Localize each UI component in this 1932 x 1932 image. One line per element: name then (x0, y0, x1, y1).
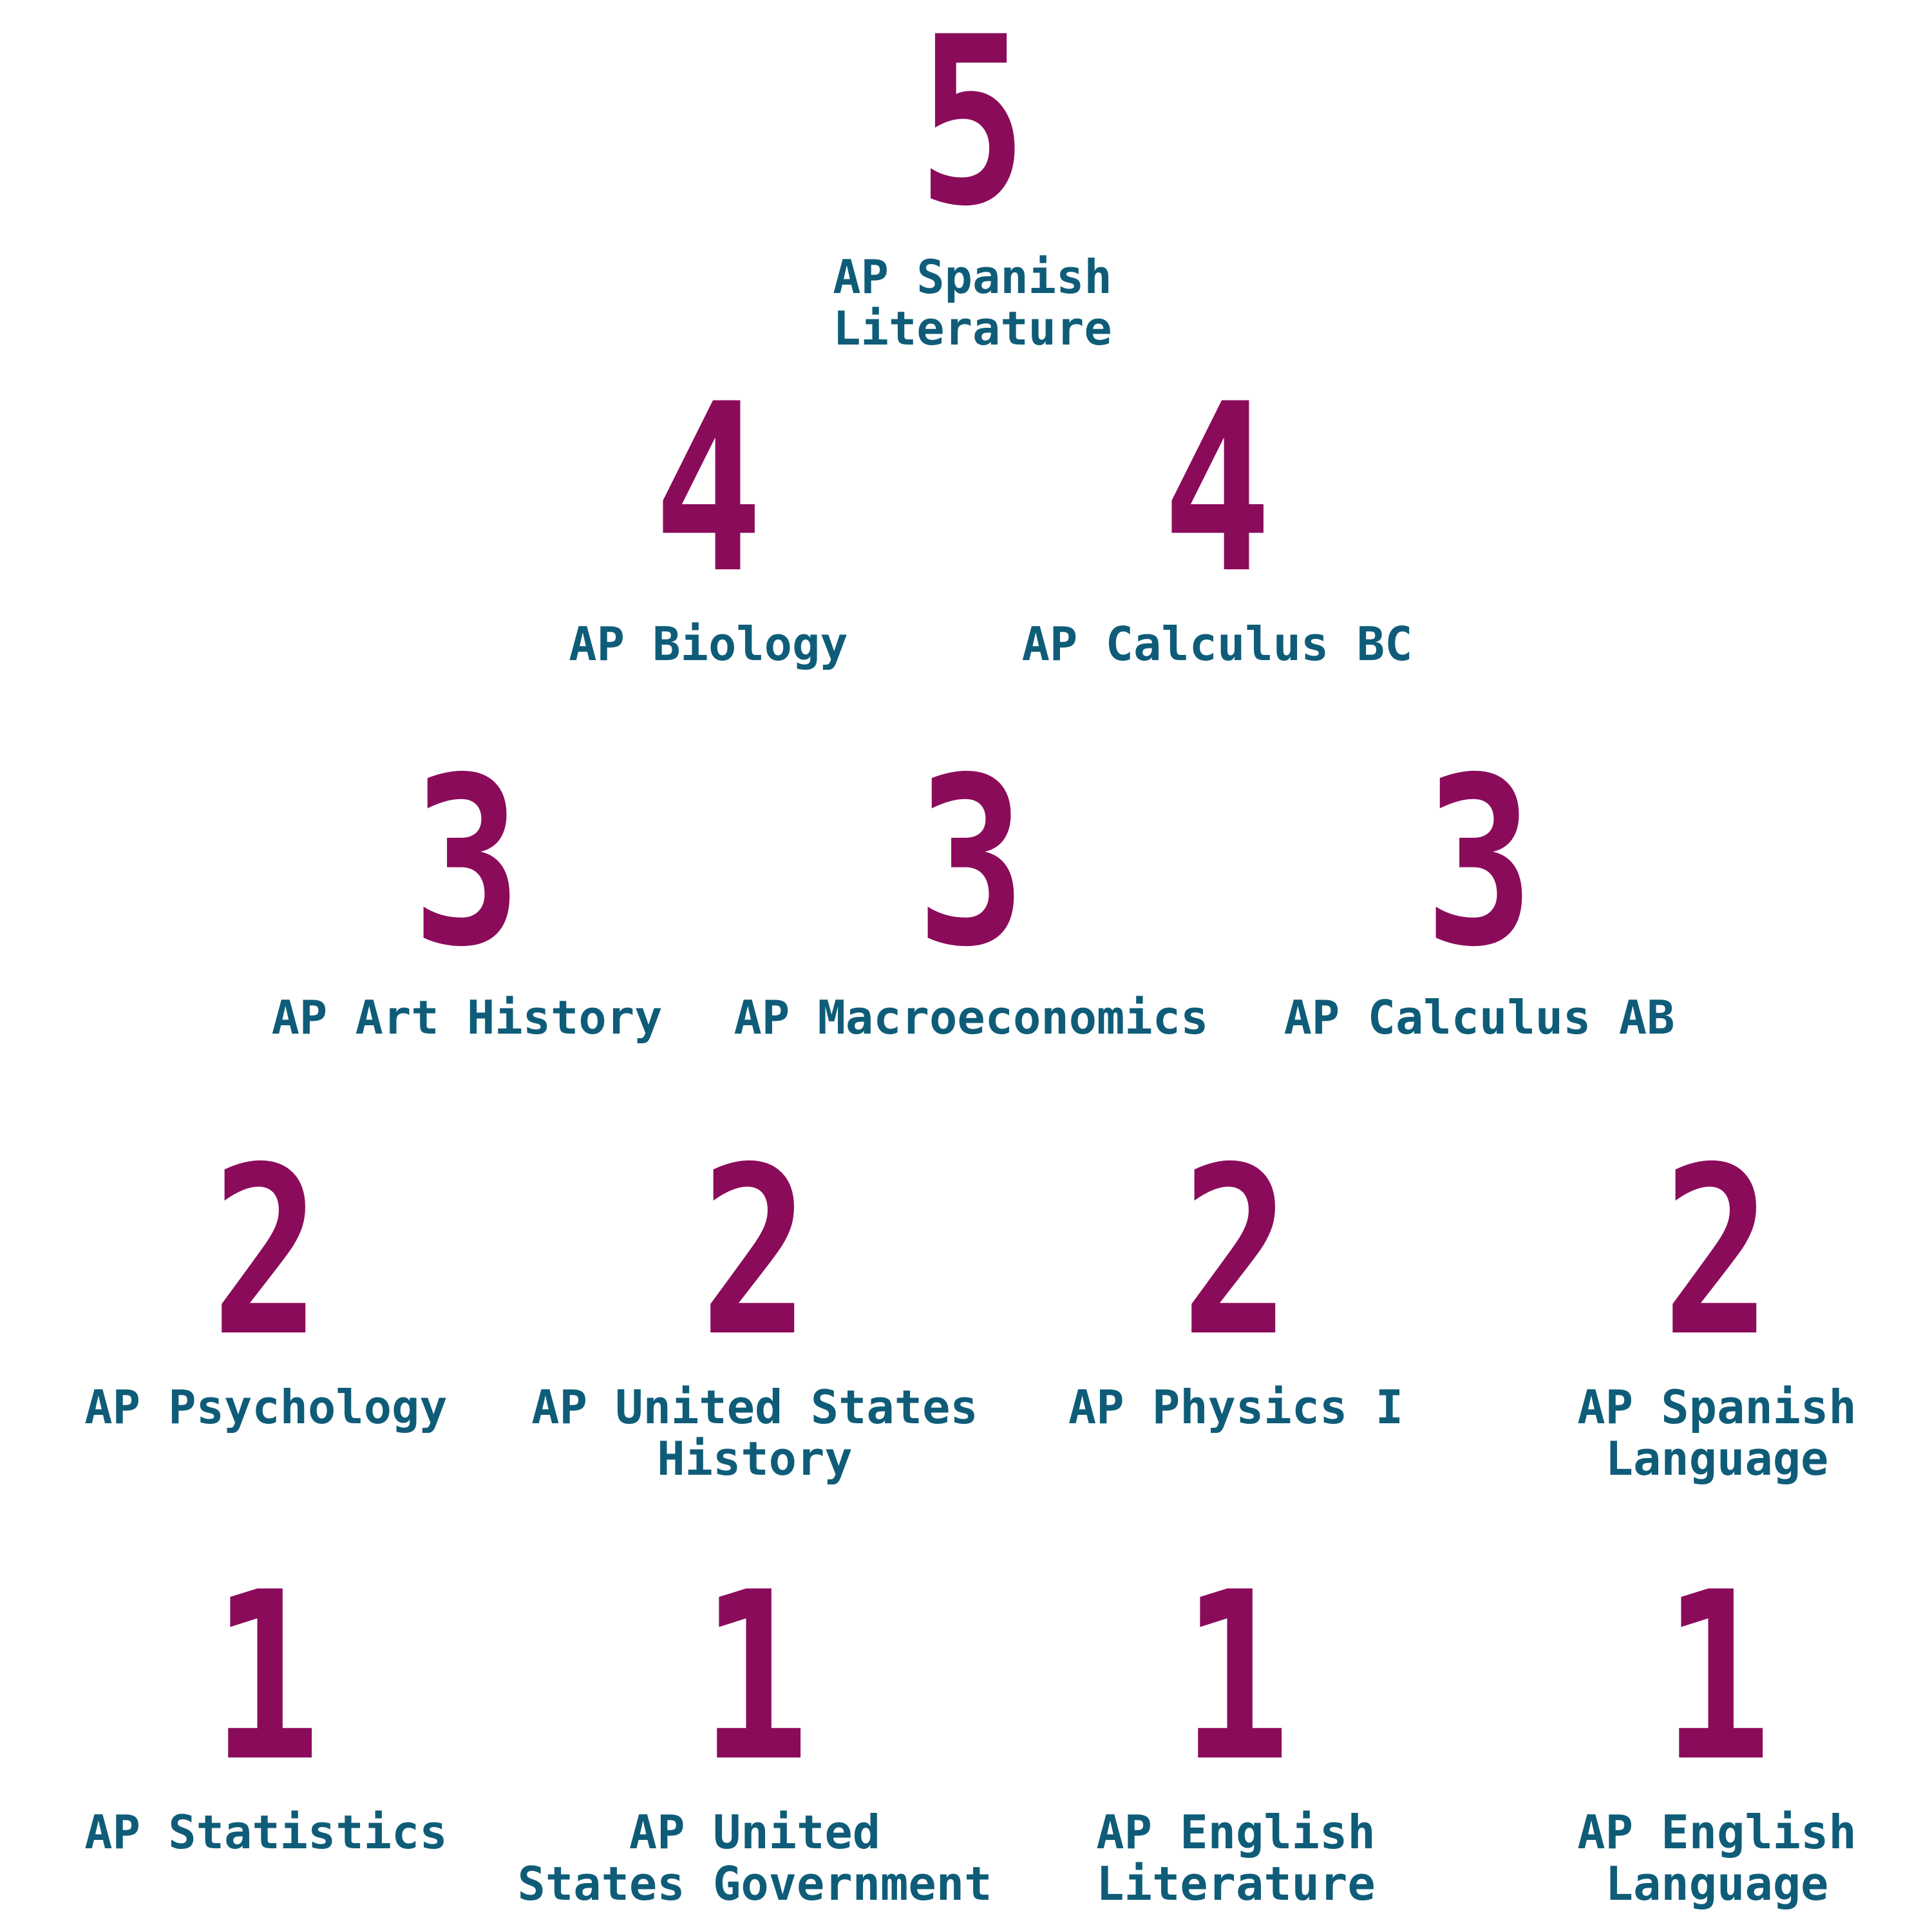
score-item: 1 AP English Language (1472, 1542, 1932, 1911)
subject-label: AP Physics I (1068, 1380, 1404, 1434)
score-value: 2 (1181, 1117, 1291, 1387)
subject-label: AP English Literature (1096, 1805, 1376, 1911)
score-item: 3 AP Macroeconomics (726, 728, 1216, 1045)
score-value: 3 (412, 728, 522, 998)
score-value: 4 (1162, 354, 1272, 624)
score-value: 4 (654, 354, 763, 624)
score-item: 2 AP Spanish Language (1472, 1117, 1932, 1486)
subject-label: AP Spanish Literature (833, 250, 1112, 355)
score-item: 4 AP Calculus BC (972, 354, 1462, 671)
score-item: 2 AP United States History (510, 1117, 999, 1486)
score-value: 3 (916, 728, 1026, 998)
score-item: 3 AP Art History (222, 728, 712, 1045)
score-item: 3 AP Calculus AB (1235, 728, 1724, 1045)
subject-label: AP English Language (1577, 1805, 1857, 1911)
score-item: 1 AP Statistics (21, 1542, 511, 1859)
score-value: 1 (1181, 1542, 1291, 1812)
score-item: 1 AP English Literature (991, 1542, 1481, 1911)
score-item: 1 AP United States Government (510, 1542, 999, 1911)
score-item: 2 AP Physics I (991, 1117, 1481, 1434)
subject-label: AP Art History (271, 990, 663, 1045)
score-item: 5 AP Spanish Literature (728, 0, 1217, 355)
subject-label: AP Macroeconomics (734, 990, 1209, 1045)
score-value: 5 (918, 0, 1027, 257)
score-value: 1 (700, 1542, 810, 1812)
score-value: 2 (1662, 1117, 1772, 1387)
subject-label: AP Psychology (84, 1380, 448, 1434)
subject-label: AP United States Government (517, 1805, 992, 1911)
subject-label: AP United States History (531, 1380, 978, 1486)
subject-label: AP Statistics (84, 1805, 448, 1859)
score-item: 4 AP Biology (464, 354, 953, 671)
subject-label: AP Calculus BC (1021, 617, 1413, 671)
score-value: 1 (211, 1542, 321, 1812)
score-value: 3 (1425, 728, 1534, 998)
subject-label: AP Spanish Language (1577, 1380, 1857, 1486)
score-value: 2 (700, 1117, 810, 1387)
subject-label: AP Biology (569, 617, 848, 671)
score-value: 2 (211, 1117, 321, 1387)
score-value: 1 (1662, 1542, 1772, 1812)
score-item: 2 AP Psychology (21, 1117, 511, 1434)
subject-label: AP Calculus AB (1283, 990, 1675, 1045)
